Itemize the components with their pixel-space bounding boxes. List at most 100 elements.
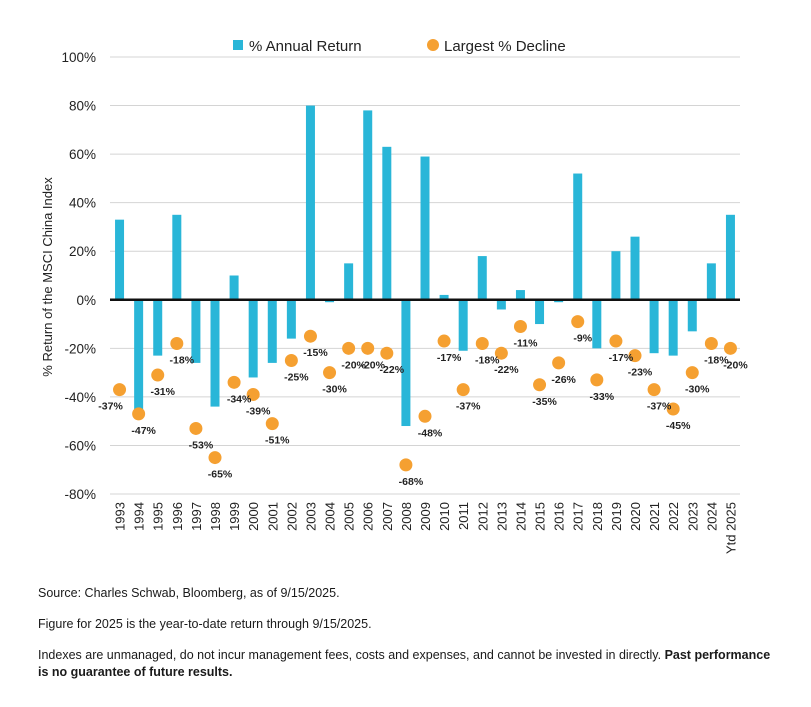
- bar: [382, 146, 392, 300]
- decline-label: -20%: [723, 359, 748, 371]
- x-tick-label: 2017: [571, 502, 586, 531]
- decline-dot: [189, 421, 203, 435]
- bar-series: [115, 105, 735, 427]
- y-tick-label: -80%: [64, 487, 96, 502]
- bar: [706, 263, 716, 300]
- x-tick-label: 1994: [132, 502, 147, 531]
- decline-label: -45%: [666, 420, 691, 432]
- decline-dot: [113, 383, 127, 397]
- x-tick-label: 2001: [265, 502, 280, 531]
- bar: [668, 299, 678, 356]
- bar: [573, 173, 583, 300]
- decline-label: -18%: [704, 354, 729, 366]
- decline-dot: [399, 458, 413, 472]
- y-tick-label: 80%: [69, 99, 96, 114]
- decline-label: -17%: [437, 352, 462, 364]
- decline-dot: [647, 383, 661, 397]
- x-tick-label: 2011: [456, 502, 471, 530]
- decline-dot: [380, 346, 394, 360]
- decline-dot: [265, 417, 279, 431]
- x-tick-label: 2007: [380, 502, 395, 531]
- decline-label: -22%: [380, 364, 405, 376]
- bar: [535, 299, 545, 325]
- decline-dot: [628, 349, 642, 363]
- x-tick-label: 2013: [494, 502, 509, 531]
- decline-dot: [437, 334, 451, 348]
- y-axis-title: % Return of the MSCI China Index: [40, 177, 55, 377]
- x-tick-label: 2022: [666, 502, 681, 531]
- dot-series: [113, 315, 737, 472]
- decline-dot: [590, 373, 604, 387]
- x-tick-label: 1998: [208, 502, 223, 531]
- decline-label: -33%: [590, 391, 615, 403]
- decline-dot: [361, 341, 375, 355]
- decline-label: -23%: [628, 367, 653, 379]
- disclaimer-text: Indexes are unmanaged, do not incur mana…: [38, 648, 662, 662]
- chart: % Annual Return Largest % Decline % Retu…: [40, 38, 748, 554]
- y-axis-ticks: 100% 80% 60% 40% 20% 0% -20% -40% -60% -80%: [61, 50, 96, 502]
- decline-dot: [456, 383, 470, 397]
- x-tick-label: 1995: [151, 502, 166, 531]
- y-tick-label: 40%: [69, 196, 96, 211]
- x-axis-ticks: 1993 1994 1995 1996 1997 1998 1999 2000 2001 2002…: [113, 502, 739, 554]
- bar: [401, 299, 411, 427]
- bar: [649, 299, 659, 354]
- bar: [305, 105, 315, 300]
- source-note: Source: Charles Schwab, Bloomberg, as of…: [38, 586, 340, 600]
- decline-label: -35%: [532, 396, 557, 408]
- decline-dot: [132, 407, 146, 421]
- decline-label: -37%: [456, 401, 481, 413]
- x-tick-label: 2009: [418, 502, 433, 531]
- x-tick-label: 2019: [609, 502, 624, 531]
- y-tick-label: 20%: [69, 244, 96, 259]
- decline-dot: [685, 366, 699, 380]
- y-tick-label: 60%: [69, 147, 96, 162]
- y-tick-label: -20%: [64, 341, 96, 356]
- x-tick-label: 2021: [647, 502, 662, 531]
- x-tick-label: 2006: [361, 502, 376, 531]
- y-tick-label: 100%: [61, 50, 96, 65]
- legend-label-largest-decline: Largest % Decline: [444, 38, 566, 55]
- legend-dot-largest-decline: [427, 39, 439, 51]
- decline-label: -53%: [189, 439, 214, 451]
- bar: [592, 299, 602, 349]
- bar: [363, 110, 373, 300]
- x-tick-label: 2008: [399, 502, 414, 531]
- legend: % Annual Return Largest % Decline: [233, 38, 566, 55]
- decline-label: -48%: [418, 427, 443, 439]
- x-tick-label: 2004: [323, 502, 338, 531]
- decline-label: -26%: [551, 374, 576, 386]
- decline-label: -22%: [494, 364, 519, 376]
- bar: [115, 219, 125, 300]
- decline-dot: [303, 329, 317, 343]
- bar: [172, 214, 182, 300]
- legend-label-annual-return: % Annual Return: [249, 38, 362, 55]
- bar: [515, 290, 525, 300]
- x-tick-label: 2000: [246, 502, 261, 531]
- decline-dot: [513, 319, 527, 333]
- decline-dot: [284, 353, 298, 367]
- y-tick-label: -60%: [64, 438, 96, 453]
- bar: [630, 236, 640, 300]
- decline-dot: [208, 451, 222, 465]
- bar: [420, 156, 430, 300]
- x-tick-label: 1999: [227, 502, 242, 531]
- bar: [725, 214, 735, 300]
- x-tick-label: 1993: [113, 502, 128, 531]
- x-tick-label: 2010: [437, 502, 452, 531]
- decline-label: -47%: [131, 425, 156, 437]
- x-tick-label: 2024: [704, 502, 719, 531]
- decline-dot: [571, 315, 585, 329]
- bar: [286, 299, 296, 339]
- dot-labels: -37% -47% -31% -18% -53% -65% -34%-39% -51% -25%…: [98, 333, 748, 488]
- decline-dot: [323, 366, 337, 380]
- ytd-note: Figure for 2025 is the year-to-date retu…: [38, 617, 372, 631]
- decline-dot: [723, 341, 737, 355]
- decline-label: -30%: [322, 384, 347, 396]
- decline-label: -31%: [150, 386, 175, 398]
- bar: [153, 299, 163, 356]
- decline-label: -11%: [513, 337, 538, 349]
- decline-label: -25%: [284, 371, 309, 383]
- x-tick-label: 2012: [475, 502, 490, 531]
- bar: [267, 299, 277, 363]
